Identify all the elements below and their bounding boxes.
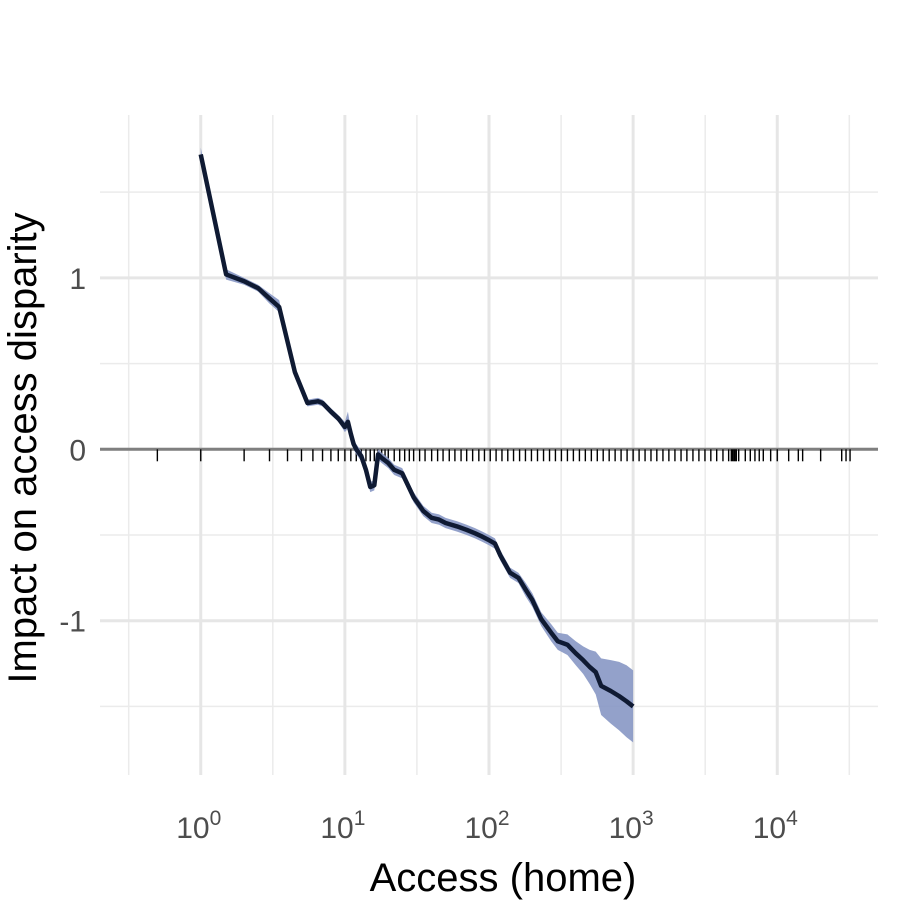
x-tick-label: 101 — [320, 807, 365, 845]
x-tick-label: 103 — [609, 807, 654, 845]
x-tick-label: 104 — [753, 807, 798, 845]
x-axis-title: Access (home) — [370, 856, 637, 900]
x-tick-label: 102 — [464, 807, 509, 845]
confidence-band — [200, 147, 634, 743]
x-tick-label: 100 — [176, 807, 221, 845]
effect-line — [198, 153, 635, 709]
confidence-band-area — [200, 147, 634, 743]
x-axis-tick-labels: 100 101 102 103 104 — [176, 807, 798, 845]
rug-ticks — [156, 449, 851, 462]
y-tick-label: 1 — [69, 263, 86, 296]
y-tick-label: 0 — [69, 434, 86, 467]
effect-line-path — [198, 153, 635, 709]
y-tick-label: -1 — [59, 606, 86, 639]
major-gridlines — [100, 115, 878, 775]
y-axis-tick-labels: 1 0 -1 — [59, 263, 86, 639]
y-axis-title: Impact on access disparity — [1, 212, 45, 683]
